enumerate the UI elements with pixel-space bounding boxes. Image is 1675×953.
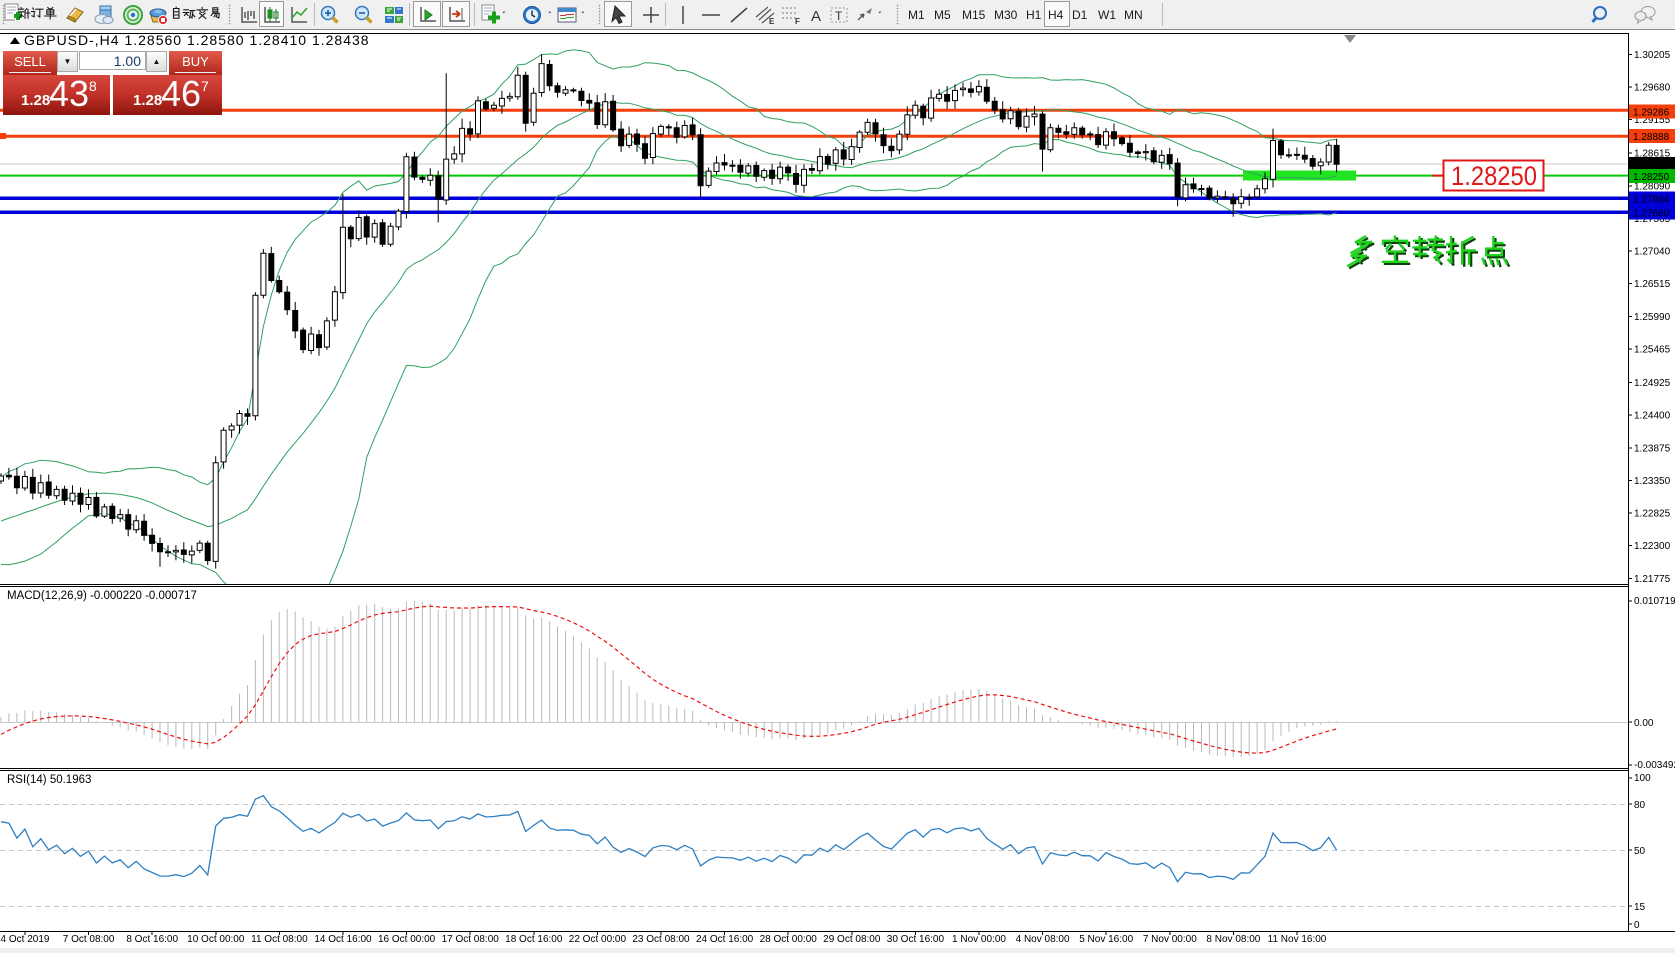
svg-text:1.21775: 1.21775 xyxy=(1634,574,1671,585)
svg-text:A: A xyxy=(811,8,821,25)
svg-text:1.29286: 1.29286 xyxy=(1633,107,1670,118)
svg-text:E: E xyxy=(769,17,775,26)
svg-text:-0.003492: -0.003492 xyxy=(1634,760,1675,771)
svg-text:1.28250: 1.28250 xyxy=(1451,161,1537,191)
svg-text:16 Oct 00:00: 16 Oct 00:00 xyxy=(378,934,436,945)
svg-text:4 Nov 08:00: 4 Nov 08:00 xyxy=(1016,934,1070,945)
svg-text:1.29680: 1.29680 xyxy=(1634,82,1671,93)
svg-text:T: T xyxy=(835,9,843,23)
svg-text:1.23350: 1.23350 xyxy=(1634,476,1671,487)
svg-text:0.00: 0.00 xyxy=(1634,718,1654,729)
svg-text:50: 50 xyxy=(1634,846,1646,857)
svg-text:RSI(14) 50.1963: RSI(14) 50.1963 xyxy=(7,774,91,786)
svg-text:1.25465: 1.25465 xyxy=(1634,344,1671,355)
svg-text:1.29155: 1.29155 xyxy=(1634,115,1671,126)
svg-text:28 Oct 00:00: 28 Oct 00:00 xyxy=(760,934,818,945)
svg-text:80: 80 xyxy=(1634,800,1646,811)
svg-text:7 Oct 08:00: 7 Oct 08:00 xyxy=(63,934,115,945)
svg-text:MACD(12,26,9) -0.000220 -0.000: MACD(12,26,9) -0.000220 -0.000717 xyxy=(7,590,197,602)
svg-text:24 Oct 16:00: 24 Oct 16:00 xyxy=(696,934,754,945)
svg-text:15: 15 xyxy=(1634,902,1646,913)
svg-text:1.27040: 1.27040 xyxy=(1634,247,1671,258)
svg-text:100: 100 xyxy=(1634,773,1651,784)
svg-text:18 Oct 16:00: 18 Oct 16:00 xyxy=(505,934,563,945)
svg-text:11 Oct 08:00: 11 Oct 08:00 xyxy=(251,934,308,945)
svg-text:1 Nov 00:00: 1 Nov 00:00 xyxy=(952,934,1006,945)
svg-text:1.27660: 1.27660 xyxy=(1633,209,1670,220)
svg-text:10 Oct 00:00: 10 Oct 00:00 xyxy=(187,934,245,945)
svg-text:1.24925: 1.24925 xyxy=(1634,378,1671,389)
svg-text:30 Oct 16:00: 30 Oct 16:00 xyxy=(887,934,945,945)
svg-text:1.28438: 1.28438 xyxy=(1633,160,1670,171)
svg-text:GBPUSD-,H4 1.28560 1.28580 1.: GBPUSD-,H4 1.28560 1.28580 1.28410 1.284… xyxy=(24,32,370,48)
svg-text:23 Oct 08:00: 23 Oct 08:00 xyxy=(632,934,690,945)
svg-text:1.28615: 1.28615 xyxy=(1634,149,1671,160)
svg-text:29 Oct 08:00: 29 Oct 08:00 xyxy=(823,934,881,945)
svg-text:0.010719: 0.010719 xyxy=(1634,596,1675,607)
svg-text:1.30205: 1.30205 xyxy=(1634,50,1671,61)
svg-text:17 Oct 08:00: 17 Oct 08:00 xyxy=(442,934,500,945)
svg-text:4 Oct 2019: 4 Oct 2019 xyxy=(1,934,50,945)
svg-text:1.23875: 1.23875 xyxy=(1634,443,1671,454)
svg-text:11 Nov 16:00: 11 Nov 16:00 xyxy=(1268,934,1327,945)
svg-text:22 Oct 00:00: 22 Oct 00:00 xyxy=(569,934,627,945)
svg-text:1.24400: 1.24400 xyxy=(1634,411,1671,422)
svg-text:1.28250: 1.28250 xyxy=(1633,172,1670,183)
svg-text:1.22300: 1.22300 xyxy=(1634,541,1671,552)
svg-text:8 Oct 16:00: 8 Oct 16:00 xyxy=(126,934,178,945)
svg-text:F: F xyxy=(795,17,800,26)
svg-text:0: 0 xyxy=(1634,920,1640,931)
svg-text:1.22825: 1.22825 xyxy=(1634,509,1671,520)
svg-text:1.25990: 1.25990 xyxy=(1634,312,1671,323)
svg-text:1.26515: 1.26515 xyxy=(1634,279,1671,290)
svg-text:14 Oct 16:00: 14 Oct 16:00 xyxy=(314,934,372,945)
svg-text:1.27884: 1.27884 xyxy=(1633,195,1670,206)
svg-text:1.28090: 1.28090 xyxy=(1634,181,1671,192)
svg-text:8 Nov 08:00: 8 Nov 08:00 xyxy=(1206,934,1260,945)
svg-text:7 Nov 00:00: 7 Nov 00:00 xyxy=(1143,934,1197,945)
svg-text:1.28888: 1.28888 xyxy=(1633,132,1670,143)
svg-text:5 Nov 16:00: 5 Nov 16:00 xyxy=(1079,934,1133,945)
